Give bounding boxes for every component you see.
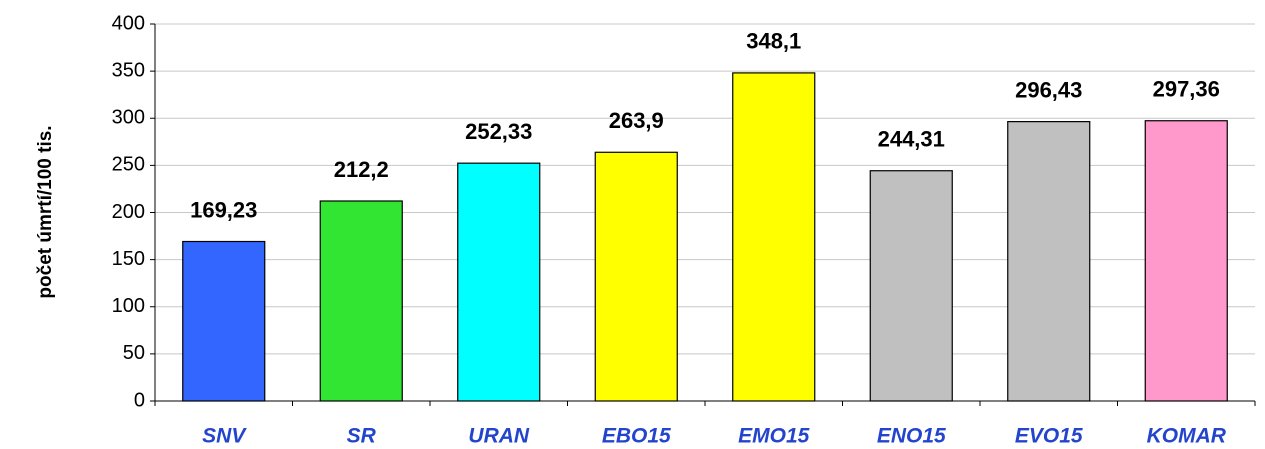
x-tick-label: KOMAR xyxy=(1147,425,1227,448)
bar xyxy=(319,200,403,402)
y-tick-label: 150 xyxy=(112,248,145,270)
bar xyxy=(869,170,953,402)
x-tick-label: URAN xyxy=(468,425,529,448)
value-label: 244,31 xyxy=(878,127,945,152)
x-tick-label: SNV xyxy=(202,425,247,448)
bar xyxy=(457,162,541,402)
bar xyxy=(732,72,816,402)
bar xyxy=(1007,121,1091,402)
y-tick-label: 250 xyxy=(112,154,145,176)
bar xyxy=(182,240,266,402)
value-label: 296,43 xyxy=(1015,77,1082,102)
y-tick-label: 400 xyxy=(112,12,145,34)
bar xyxy=(1144,120,1228,402)
bar xyxy=(594,151,678,402)
x-tick-label: EMO15 xyxy=(738,425,810,448)
x-tick-label: EVO15 xyxy=(1015,425,1083,448)
y-tick-label: 200 xyxy=(112,201,145,223)
y-tick-label: 300 xyxy=(112,107,145,129)
y-tick-label: 100 xyxy=(112,295,145,317)
value-label: 297,36 xyxy=(1153,77,1220,102)
value-label: 348,1 xyxy=(746,29,801,54)
value-label: 212,2 xyxy=(334,157,389,182)
value-label: 252,33 xyxy=(465,119,532,144)
y-tick-label: 50 xyxy=(123,342,145,364)
y-axis-title: počet úmrtí/100 tis. xyxy=(35,125,56,298)
x-tick-label: ENO15 xyxy=(877,425,946,448)
value-label: 169,23 xyxy=(190,197,257,222)
x-tick-label: SR xyxy=(347,425,377,448)
y-tick-label: 350 xyxy=(112,59,145,81)
value-label: 263,9 xyxy=(609,108,664,133)
x-tick-label: EBO15 xyxy=(602,425,671,448)
y-tick-label: 0 xyxy=(134,389,145,411)
